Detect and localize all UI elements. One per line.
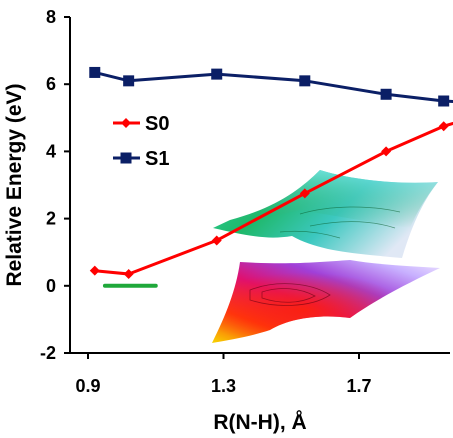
legend-marker-s0 (121, 118, 131, 128)
y-ticks: -2 0 2 4 6 8 (40, 7, 70, 363)
x-ticks: 0.91.31.72.12.5 (75, 353, 372, 396)
lower-surface-contours (249, 283, 331, 306)
x-tick-label: 0.9 (75, 376, 100, 396)
lower-surface-spot (212, 260, 440, 343)
y-tick-label: 4 (46, 141, 56, 161)
series-lines (94, 70, 453, 276)
y-tick-label: 0 (46, 276, 56, 296)
data-point-s1 (438, 95, 450, 107)
data-point-s0 (438, 121, 449, 132)
data-point-s0 (381, 146, 392, 157)
y-tick-label: 6 (46, 74, 56, 94)
upper-surface-contours (279, 206, 401, 239)
series-line-s1 (94, 70, 453, 103)
y-tick-label: 8 (46, 7, 56, 27)
data-point-s0 (89, 265, 100, 276)
data-point-s0 (211, 235, 222, 246)
y-axis-title: Relative Energy (eV) (3, 83, 26, 286)
data-point-s1 (380, 88, 392, 100)
legend: S0 S1 (113, 113, 169, 170)
data-point-s0 (299, 188, 310, 199)
series-markers (89, 66, 450, 280)
upper-surface-highlight (230, 170, 438, 228)
data-point-s1 (89, 66, 101, 78)
y-tick-label: 2 (46, 209, 56, 229)
legend-label-s0: S0 (145, 113, 169, 135)
data-point-s1 (211, 68, 223, 80)
y-tick-label: -2 (40, 343, 56, 363)
axes-frame (69, 17, 450, 354)
legend-marker-s1 (120, 152, 132, 164)
data-point-s0 (123, 269, 134, 280)
data-point-s1 (123, 75, 135, 87)
x-tick-label: 1.7 (346, 376, 371, 396)
x-axis-title: R(N-H), Å (213, 410, 306, 434)
data-point-s1 (299, 75, 311, 87)
series-line-s0 (94, 121, 453, 276)
potential-energy-surfaces-illustration (212, 170, 440, 343)
x-tick-label: 1.3 (211, 376, 236, 396)
legend-label-s1: S1 (145, 148, 169, 170)
